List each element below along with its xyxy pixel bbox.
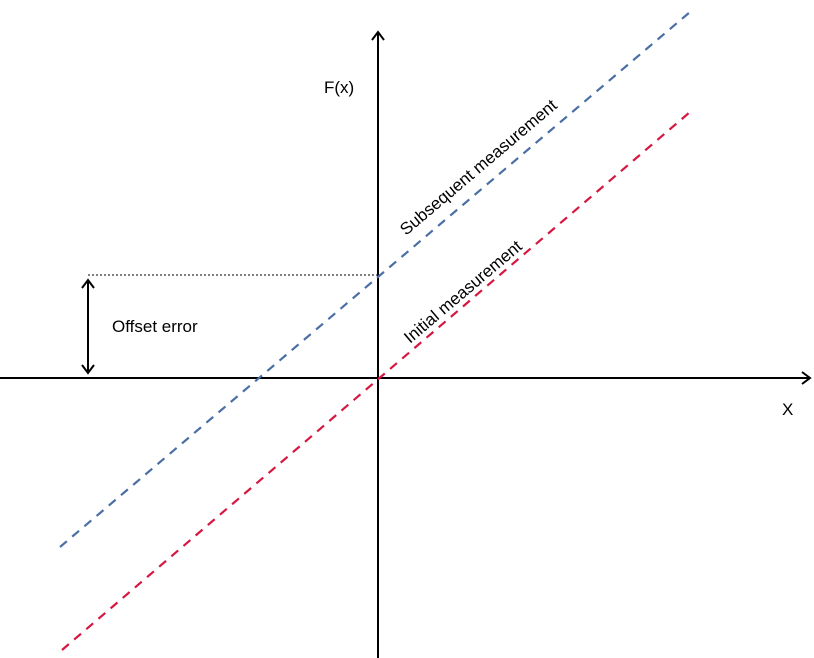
subsequent-measurement-line — [59, 11, 691, 548]
offset-error-label: Offset error — [112, 317, 198, 336]
initial-measurement-line — [61, 111, 691, 651]
x-axis-label: X — [782, 400, 793, 419]
subsequent-measurement-label: Subsequent measurement — [396, 95, 561, 239]
y-axis-label: F(x) — [324, 78, 354, 97]
initial-measurement-label: Initial measurement — [400, 236, 526, 347]
